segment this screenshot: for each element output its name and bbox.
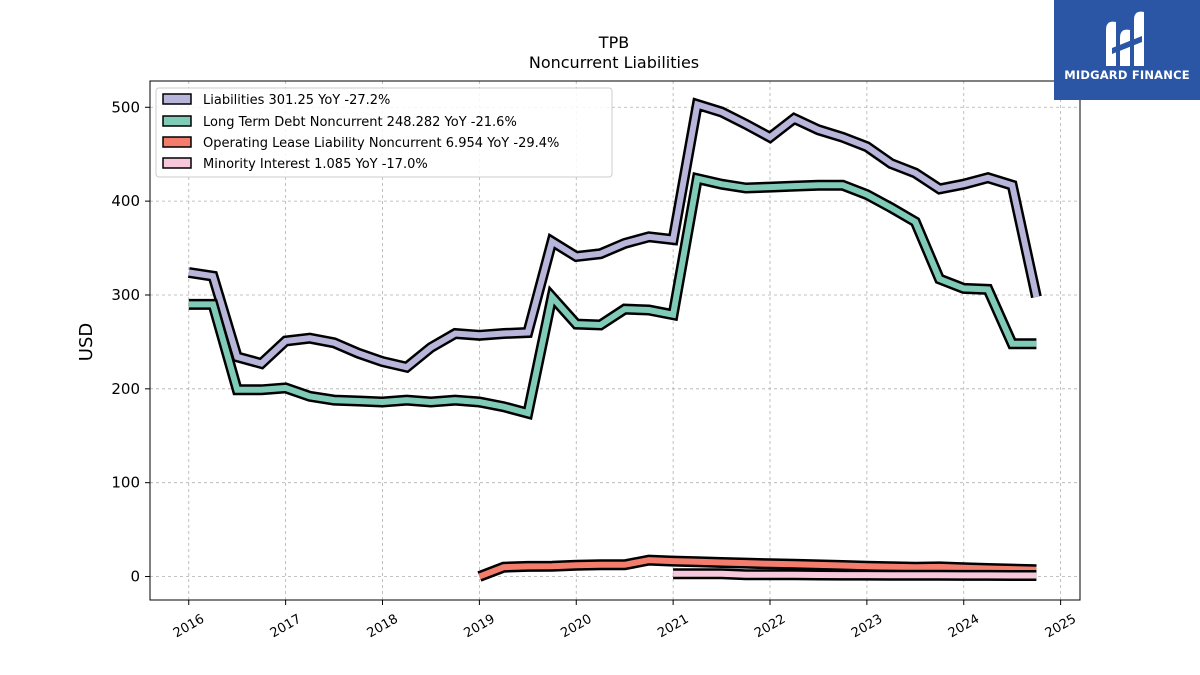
legend-entry-operating-lease: Operating Lease Liability Noncurrent 6.9… xyxy=(203,136,559,151)
legend-entry-long-term-debt: Long Term Debt Noncurrent 248.282 YoY -2… xyxy=(203,115,517,130)
y-axis: 0 100 200 300 400 500 xyxy=(111,98,150,586)
legend-entry-minority-interest: Minority Interest 1.085 YoY -17.0% xyxy=(203,157,428,172)
plot-frame xyxy=(149,80,1081,601)
legend-box xyxy=(155,87,613,178)
legend-swatch-long-term-debt xyxy=(162,115,192,127)
x-tick-label: 2021 xyxy=(655,612,691,642)
y-axis-label: USD xyxy=(76,323,97,361)
legend-swatch-operating-lease xyxy=(162,136,192,148)
series-long-term-debt xyxy=(188,174,1037,417)
legend-swatch-liabilities xyxy=(162,93,192,105)
series-liabilities xyxy=(188,100,1040,371)
y-tick-label: 100 xyxy=(111,474,140,492)
brand-logo: MIDGARD FINANCE xyxy=(1054,0,1200,100)
series-layer xyxy=(187,97,1042,582)
legend: Liabilities 301.25 YoY -27.2% Long Term … xyxy=(155,87,613,178)
y-tick-label: 200 xyxy=(111,380,140,398)
chart-subtitle: Noncurrent Liabilities xyxy=(529,53,699,72)
x-tick-label: 2018 xyxy=(365,612,401,642)
x-tick-label: 2025 xyxy=(1043,612,1079,642)
x-tick-label: 2020 xyxy=(558,612,594,642)
series-minority-interest xyxy=(673,570,1037,579)
chart-title: TPB xyxy=(598,33,629,52)
x-tick-label: 2022 xyxy=(752,612,788,642)
series-long-term-debt-outline xyxy=(188,171,1037,421)
y-tick-label: 500 xyxy=(111,98,140,116)
x-tick-label: 2024 xyxy=(946,612,982,642)
midgard-logo-icon xyxy=(1106,11,1144,66)
y-tick-label: 400 xyxy=(111,192,140,210)
y-tick-label: 300 xyxy=(111,286,140,304)
y-tick-label: 0 xyxy=(130,568,140,586)
brand-name: MIDGARD FINANCE xyxy=(1064,68,1190,82)
x-tick-label: 2017 xyxy=(268,612,304,642)
x-tick-label: 2023 xyxy=(849,612,885,642)
x-tick-label: 2019 xyxy=(462,612,498,642)
series-operating-lease xyxy=(478,557,1037,580)
x-axis: 2016 2017 2018 2019 2020 2021 2022 2023 2024 2025 xyxy=(171,600,1079,641)
legend-entry-liabilities: Liabilities 301.25 YoY -27.2% xyxy=(203,93,390,108)
legend-swatch-minority-interest xyxy=(162,157,192,169)
x-tick-label: 2016 xyxy=(171,612,207,642)
